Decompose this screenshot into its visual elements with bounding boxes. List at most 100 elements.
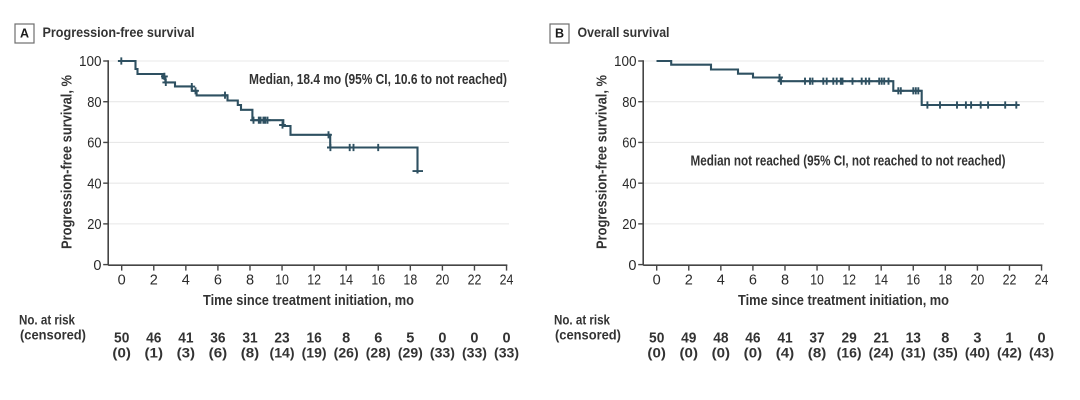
svg-text:14: 14 xyxy=(339,273,353,289)
svg-text:16: 16 xyxy=(906,273,920,289)
svg-text:(35): (35) xyxy=(933,346,958,361)
svg-text:(6): (6) xyxy=(209,346,228,361)
svg-text:Progression-free survival: Progression-free survival xyxy=(43,25,195,40)
svg-text:(16): (16) xyxy=(837,346,862,361)
svg-text:24: 24 xyxy=(500,273,514,289)
svg-text:(0): (0) xyxy=(712,346,731,361)
svg-text:(0): (0) xyxy=(112,346,131,361)
svg-text:1: 1 xyxy=(1005,331,1013,347)
svg-text:(31): (31) xyxy=(901,346,926,361)
svg-text:22: 22 xyxy=(468,273,482,289)
svg-text:49: 49 xyxy=(681,331,696,347)
svg-text:24: 24 xyxy=(1035,273,1049,289)
svg-text:12: 12 xyxy=(307,273,321,289)
svg-text:Median, 18.4 mo (95% CI, 10.6: Median, 18.4 mo (95% CI, 10.6 to not rea… xyxy=(249,71,507,88)
svg-text:18: 18 xyxy=(938,273,952,289)
svg-text:16: 16 xyxy=(371,273,385,289)
svg-text:(14): (14) xyxy=(270,346,295,361)
svg-text:(26): (26) xyxy=(334,346,359,361)
svg-text:18: 18 xyxy=(403,273,417,289)
svg-text:(24): (24) xyxy=(869,346,894,361)
svg-text:60: 60 xyxy=(622,136,636,152)
svg-text:8: 8 xyxy=(781,273,789,289)
svg-text:6: 6 xyxy=(374,331,382,347)
svg-text:37: 37 xyxy=(809,331,824,347)
svg-text:Progression-free survival, %: Progression-free survival, % xyxy=(595,75,611,249)
svg-text:3: 3 xyxy=(973,331,981,347)
svg-text:Median not reached (95% CI, no: Median not reached (95% CI, not reached … xyxy=(691,152,1006,169)
svg-text:100: 100 xyxy=(79,54,102,70)
svg-text:2: 2 xyxy=(685,273,693,289)
svg-text:5: 5 xyxy=(406,331,414,347)
svg-text:80: 80 xyxy=(622,95,636,111)
svg-text:29: 29 xyxy=(841,331,856,347)
svg-text:48: 48 xyxy=(713,331,728,347)
svg-text:(40): (40) xyxy=(965,346,990,361)
svg-text:40: 40 xyxy=(622,176,636,192)
svg-text:50: 50 xyxy=(114,331,129,347)
svg-text:0: 0 xyxy=(118,273,126,289)
svg-text:Progression-free survival, %: Progression-free survival, % xyxy=(60,75,76,249)
svg-text:4: 4 xyxy=(182,273,190,289)
svg-text:0: 0 xyxy=(653,273,661,289)
svg-text:(3): (3) xyxy=(177,346,196,361)
svg-text:(19): (19) xyxy=(302,346,327,361)
svg-text:6: 6 xyxy=(749,273,757,289)
svg-text:(33): (33) xyxy=(494,346,519,361)
svg-text:8: 8 xyxy=(246,273,254,289)
svg-text:10: 10 xyxy=(810,273,824,289)
svg-text:A: A xyxy=(20,26,29,40)
svg-text:60: 60 xyxy=(87,136,101,152)
svg-text:21: 21 xyxy=(874,331,889,347)
svg-text:(4): (4) xyxy=(776,346,795,361)
svg-text:0: 0 xyxy=(470,331,478,347)
svg-text:(0): (0) xyxy=(680,346,699,361)
svg-text:0: 0 xyxy=(438,331,446,347)
svg-text:20: 20 xyxy=(971,273,985,289)
svg-text:41: 41 xyxy=(178,331,193,347)
svg-text:(43): (43) xyxy=(1029,346,1054,361)
svg-text:0: 0 xyxy=(93,258,101,274)
svg-text:Time since treatment initiatio: Time since treatment initiation, mo xyxy=(738,293,949,309)
svg-text:8: 8 xyxy=(342,331,350,347)
svg-text:(1): (1) xyxy=(145,346,164,361)
svg-text:6: 6 xyxy=(214,273,222,289)
svg-text:(28): (28) xyxy=(366,346,391,361)
svg-text:(0): (0) xyxy=(744,346,763,361)
svg-text:(censored): (censored) xyxy=(555,328,621,343)
svg-text:(33): (33) xyxy=(462,346,487,361)
svg-text:(29): (29) xyxy=(398,346,423,361)
svg-text:4: 4 xyxy=(717,273,725,289)
svg-text:100: 100 xyxy=(614,54,637,70)
svg-text:31: 31 xyxy=(242,331,257,347)
svg-text:B: B xyxy=(555,26,564,40)
svg-text:20: 20 xyxy=(436,273,450,289)
svg-text:Time since treatment initiatio: Time since treatment initiation, mo xyxy=(203,293,414,309)
svg-text:46: 46 xyxy=(745,331,760,347)
svg-text:No. at risk: No. at risk xyxy=(554,313,610,328)
svg-text:(8): (8) xyxy=(241,346,260,361)
svg-text:(0): (0) xyxy=(647,346,666,361)
svg-text:0: 0 xyxy=(503,331,511,347)
svg-text:2: 2 xyxy=(150,273,158,289)
svg-text:50: 50 xyxy=(649,331,664,347)
svg-text:40: 40 xyxy=(87,176,101,192)
svg-text:0: 0 xyxy=(1038,331,1046,347)
svg-text:20: 20 xyxy=(87,217,101,233)
svg-text:(42): (42) xyxy=(997,346,1022,361)
svg-text:41: 41 xyxy=(777,331,792,347)
svg-text:(censored): (censored) xyxy=(20,328,86,343)
svg-text:12: 12 xyxy=(842,273,856,289)
svg-text:No. at risk: No. at risk xyxy=(19,313,75,328)
svg-text:22: 22 xyxy=(1003,273,1017,289)
svg-text:10: 10 xyxy=(275,273,289,289)
svg-text:20: 20 xyxy=(622,217,636,233)
svg-text:36: 36 xyxy=(210,331,225,347)
svg-text:0: 0 xyxy=(628,258,636,274)
svg-text:16: 16 xyxy=(306,331,321,347)
svg-text:(8): (8) xyxy=(808,346,827,361)
svg-text:(33): (33) xyxy=(430,346,455,361)
svg-text:13: 13 xyxy=(906,331,921,347)
svg-text:14: 14 xyxy=(874,273,888,289)
svg-text:46: 46 xyxy=(146,331,161,347)
